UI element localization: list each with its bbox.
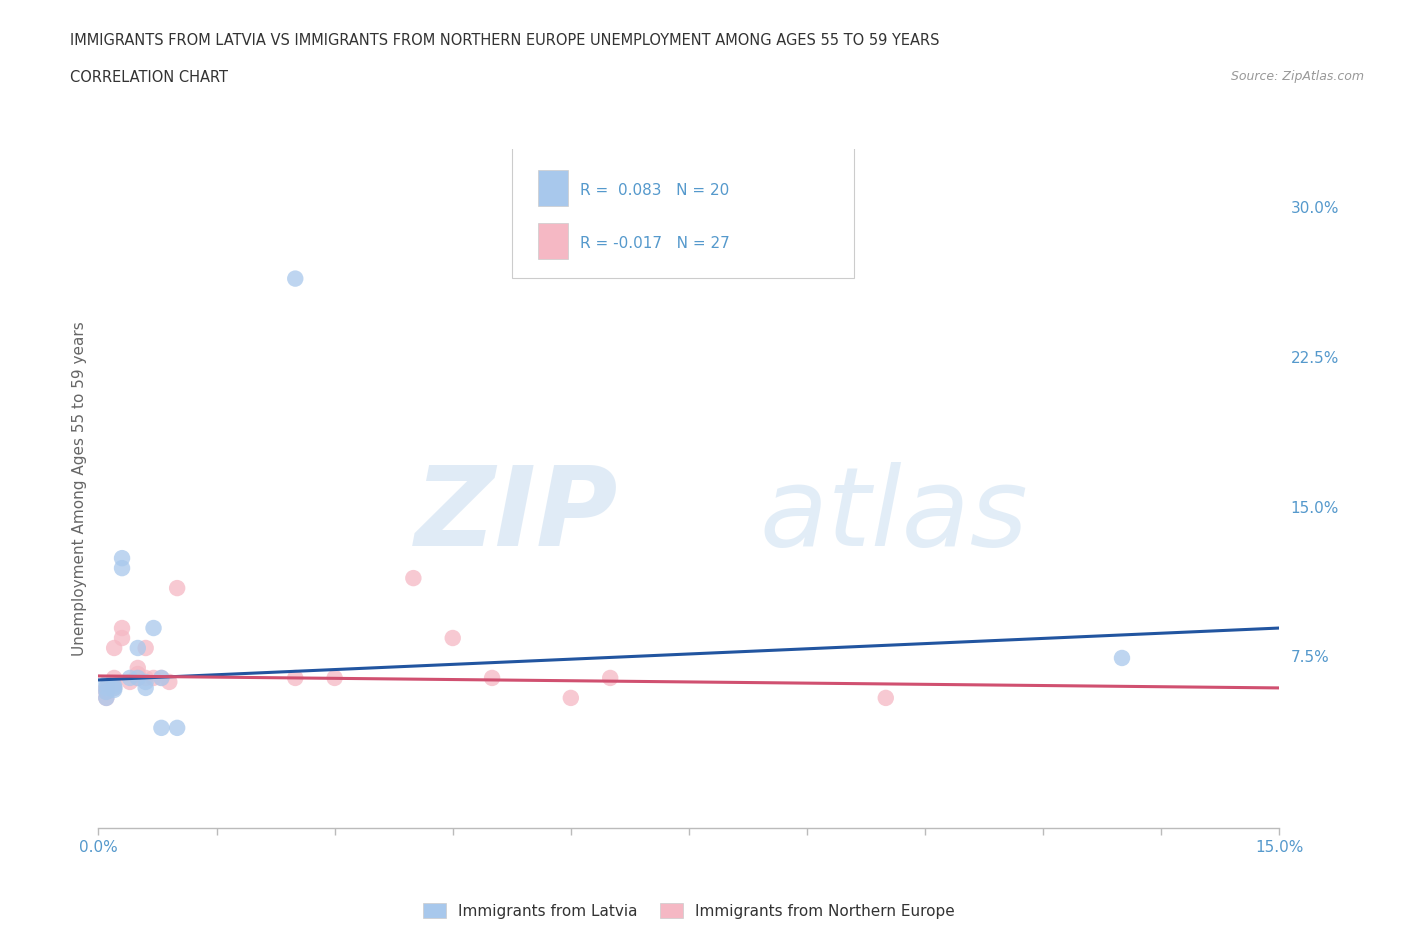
Text: IMMIGRANTS FROM LATVIA VS IMMIGRANTS FROM NORTHERN EUROPE UNEMPLOYMENT AMONG AGE: IMMIGRANTS FROM LATVIA VS IMMIGRANTS FRO… — [70, 33, 939, 47]
Point — [481, 671, 503, 685]
Point — [166, 580, 188, 595]
Point — [127, 671, 149, 685]
Text: Source: ZipAtlas.com: Source: ZipAtlas.com — [1230, 70, 1364, 83]
Point — [599, 671, 621, 685]
Point — [103, 641, 125, 656]
Point — [323, 671, 346, 685]
Point — [96, 681, 118, 696]
Point — [96, 681, 118, 696]
Point — [118, 671, 141, 685]
Point — [96, 690, 118, 705]
Point — [127, 667, 149, 682]
Point — [150, 671, 173, 685]
Text: CORRELATION CHART: CORRELATION CHART — [70, 70, 228, 85]
Bar — [537, 170, 568, 206]
FancyBboxPatch shape — [512, 145, 855, 278]
Point — [560, 690, 582, 705]
Point — [111, 631, 134, 645]
Point — [96, 684, 118, 699]
Text: 15.0%: 15.0% — [1291, 500, 1339, 516]
Point — [166, 721, 188, 736]
Point — [96, 684, 118, 699]
Text: 22.5%: 22.5% — [1291, 351, 1339, 366]
Text: 30.0%: 30.0% — [1291, 201, 1339, 216]
Point — [157, 674, 180, 689]
Text: 7.5%: 7.5% — [1291, 650, 1329, 666]
Text: ZIP: ZIP — [415, 462, 619, 569]
Point — [284, 671, 307, 685]
Point — [135, 681, 157, 696]
Point — [150, 721, 173, 736]
Point — [103, 676, 125, 691]
Y-axis label: Unemployment Among Ages 55 to 59 years: Unemployment Among Ages 55 to 59 years — [72, 321, 87, 656]
Point — [127, 641, 149, 656]
Point — [103, 679, 125, 694]
Point — [135, 641, 157, 656]
Legend: Immigrants from Latvia, Immigrants from Northern Europe: Immigrants from Latvia, Immigrants from … — [416, 897, 962, 924]
Point — [150, 671, 173, 685]
Text: atlas: atlas — [759, 462, 1028, 569]
Point — [103, 671, 125, 685]
Point — [127, 671, 149, 685]
Point — [118, 674, 141, 689]
Text: R = -0.017   N = 27: R = -0.017 N = 27 — [581, 236, 730, 251]
Point — [1111, 651, 1133, 666]
Point — [96, 690, 118, 705]
Text: R =  0.083   N = 20: R = 0.083 N = 20 — [581, 182, 730, 198]
Point — [402, 571, 425, 586]
Point — [103, 683, 125, 698]
Point — [142, 620, 165, 635]
Point — [111, 561, 134, 576]
Point — [103, 681, 125, 696]
Point — [127, 660, 149, 675]
Point — [111, 551, 134, 565]
Bar — [537, 223, 568, 259]
Point — [135, 671, 157, 685]
Point — [111, 620, 134, 635]
Point — [284, 272, 307, 286]
Point — [441, 631, 464, 645]
Point — [135, 674, 157, 689]
Point — [96, 676, 118, 691]
Point — [103, 681, 125, 696]
Point — [875, 690, 897, 705]
Point — [142, 671, 165, 685]
